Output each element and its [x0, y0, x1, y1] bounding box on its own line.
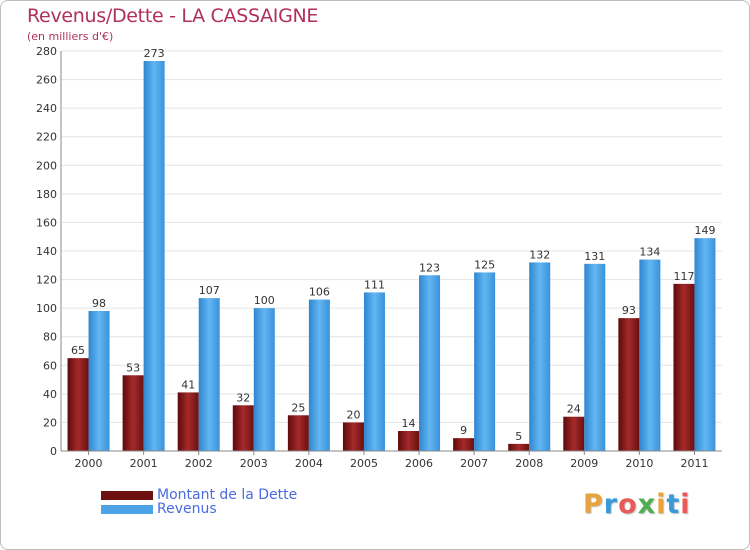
- data-label-revenus-2005: 111: [364, 278, 385, 291]
- legend-swatch-debt: [101, 490, 153, 500]
- logo-letter: i: [656, 489, 667, 520]
- data-label-debt-2005: 20: [346, 408, 360, 421]
- data-label-debt-2004: 25: [291, 401, 305, 414]
- data-label-revenus-2011: 149: [694, 224, 715, 237]
- y-tick-label: 140: [36, 245, 57, 258]
- bar-revenus-2004: [308, 299, 330, 451]
- bar-revenus-2003: [253, 308, 275, 451]
- bar-revenus-2010: [639, 259, 661, 451]
- legend-item-debt: Montant de la Dette: [101, 488, 297, 502]
- y-tick-label: 40: [43, 388, 57, 401]
- data-label-debt-2003: 32: [236, 391, 250, 404]
- legend-item-revenus: Revenus: [101, 502, 217, 516]
- y-tick-label: 80: [43, 331, 57, 344]
- data-label-debt-2001: 53: [126, 361, 140, 374]
- x-tick-label: 2000: [75, 457, 103, 470]
- bar-debt-2004: [287, 415, 309, 451]
- data-label-revenus-2000: 98: [92, 297, 106, 310]
- bar-revenus-2001: [143, 61, 165, 451]
- bar-revenus-2011: [694, 238, 716, 451]
- x-tick-label: 2008: [515, 457, 543, 470]
- bar-debt-2011: [673, 283, 695, 451]
- y-tick-label: 120: [36, 274, 57, 287]
- chart-title: Revenus/Dette - LA CASSAIGNE: [27, 5, 319, 27]
- logo-letter: i: [680, 489, 691, 520]
- y-tick-label: 200: [36, 159, 57, 172]
- bar-debt-2003: [232, 405, 254, 451]
- bar-debt-2007: [453, 438, 475, 451]
- y-tick-label: 220: [36, 131, 57, 144]
- bar-revenus-2009: [584, 263, 606, 451]
- data-label-debt-2006: 14: [402, 417, 416, 430]
- proxiti-logo: Proxiti: [583, 489, 691, 520]
- data-label-debt-2009: 24: [567, 403, 581, 416]
- y-tick-label: 100: [36, 302, 57, 315]
- bar-revenus-2006: [419, 275, 441, 451]
- data-label-debt-2010: 93: [622, 304, 636, 317]
- x-tick-label: 2010: [625, 457, 653, 470]
- data-label-debt-2000: 65: [71, 344, 85, 357]
- legend-swatch-revenus: [101, 504, 153, 514]
- x-tick-label: 2003: [240, 457, 268, 470]
- y-tick-label: 160: [36, 216, 57, 229]
- bar-debt-2006: [398, 431, 420, 451]
- bar-revenus-2005: [363, 292, 385, 451]
- bar-debt-2009: [563, 416, 585, 451]
- x-tick-label: 2009: [570, 457, 598, 470]
- data-label-revenus-2001: 273: [144, 47, 165, 60]
- data-label-revenus-2006: 123: [419, 261, 440, 274]
- data-label-revenus-2009: 131: [584, 250, 605, 263]
- logo-letter: P: [583, 489, 604, 520]
- bar-debt-2002: [177, 392, 199, 451]
- labels-layer: 65 98 53 273 41 107 32 100 25 106 20 111 14 123 9 125 5 1…: [71, 47, 715, 443]
- bar-revenus-2008: [529, 262, 551, 451]
- data-label-revenus-2008: 132: [529, 248, 550, 261]
- x-tick-label: 2007: [460, 457, 488, 470]
- data-label-revenus-2003: 100: [254, 294, 275, 307]
- bar-revenus-2000: [88, 311, 110, 451]
- bar-debt-2010: [618, 318, 640, 451]
- x-tick-label: 2001: [130, 457, 158, 470]
- legend-label-debt: Montant de la Dette: [157, 487, 298, 503]
- bar-debt-2005: [342, 422, 364, 451]
- data-label-revenus-2004: 106: [309, 286, 330, 299]
- x-tick-label: 2002: [185, 457, 213, 470]
- y-tick-label: 280: [36, 45, 57, 58]
- data-label-debt-2011: 117: [673, 270, 694, 283]
- data-label-revenus-2007: 125: [474, 258, 495, 271]
- y-tick-label: 240: [36, 102, 57, 115]
- data-label-revenus-2010: 134: [639, 246, 660, 259]
- data-label-debt-2002: 41: [181, 378, 195, 391]
- y-tick-label: 0: [50, 445, 57, 458]
- data-label-debt-2007: 9: [460, 424, 467, 437]
- bar-debt-2000: [67, 358, 89, 451]
- logo-letter: o: [618, 489, 638, 520]
- x-tick-label: 2011: [680, 457, 708, 470]
- y-tick-label: 260: [36, 74, 57, 87]
- logo-letter: t: [666, 489, 681, 520]
- chart-subtitle: (en milliers d'€): [27, 30, 114, 43]
- bar-revenus-2007: [474, 272, 496, 451]
- y-tick-label: 180: [36, 188, 57, 201]
- bars-layer: [67, 61, 716, 451]
- bar-debt-2008: [508, 443, 530, 451]
- x-tick-label: 2004: [295, 457, 323, 470]
- grid-layer: [61, 50, 722, 452]
- bar-revenus-2002: [198, 298, 220, 451]
- y-tick-label: 60: [43, 359, 57, 372]
- data-label-revenus-2002: 107: [199, 284, 220, 297]
- data-label-debt-2008: 5: [515, 430, 522, 443]
- y-tick-label: 20: [43, 416, 57, 429]
- logo-letter: x: [637, 489, 657, 520]
- logo-letter: r: [603, 489, 619, 520]
- x-tick-label: 2006: [405, 457, 433, 470]
- legend-label-revenus: Revenus: [157, 501, 217, 517]
- bar-debt-2001: [122, 375, 144, 451]
- x-tick-label: 2005: [350, 457, 378, 470]
- axis-layer: 0204060801001201401601802002202402602802…: [36, 45, 722, 470]
